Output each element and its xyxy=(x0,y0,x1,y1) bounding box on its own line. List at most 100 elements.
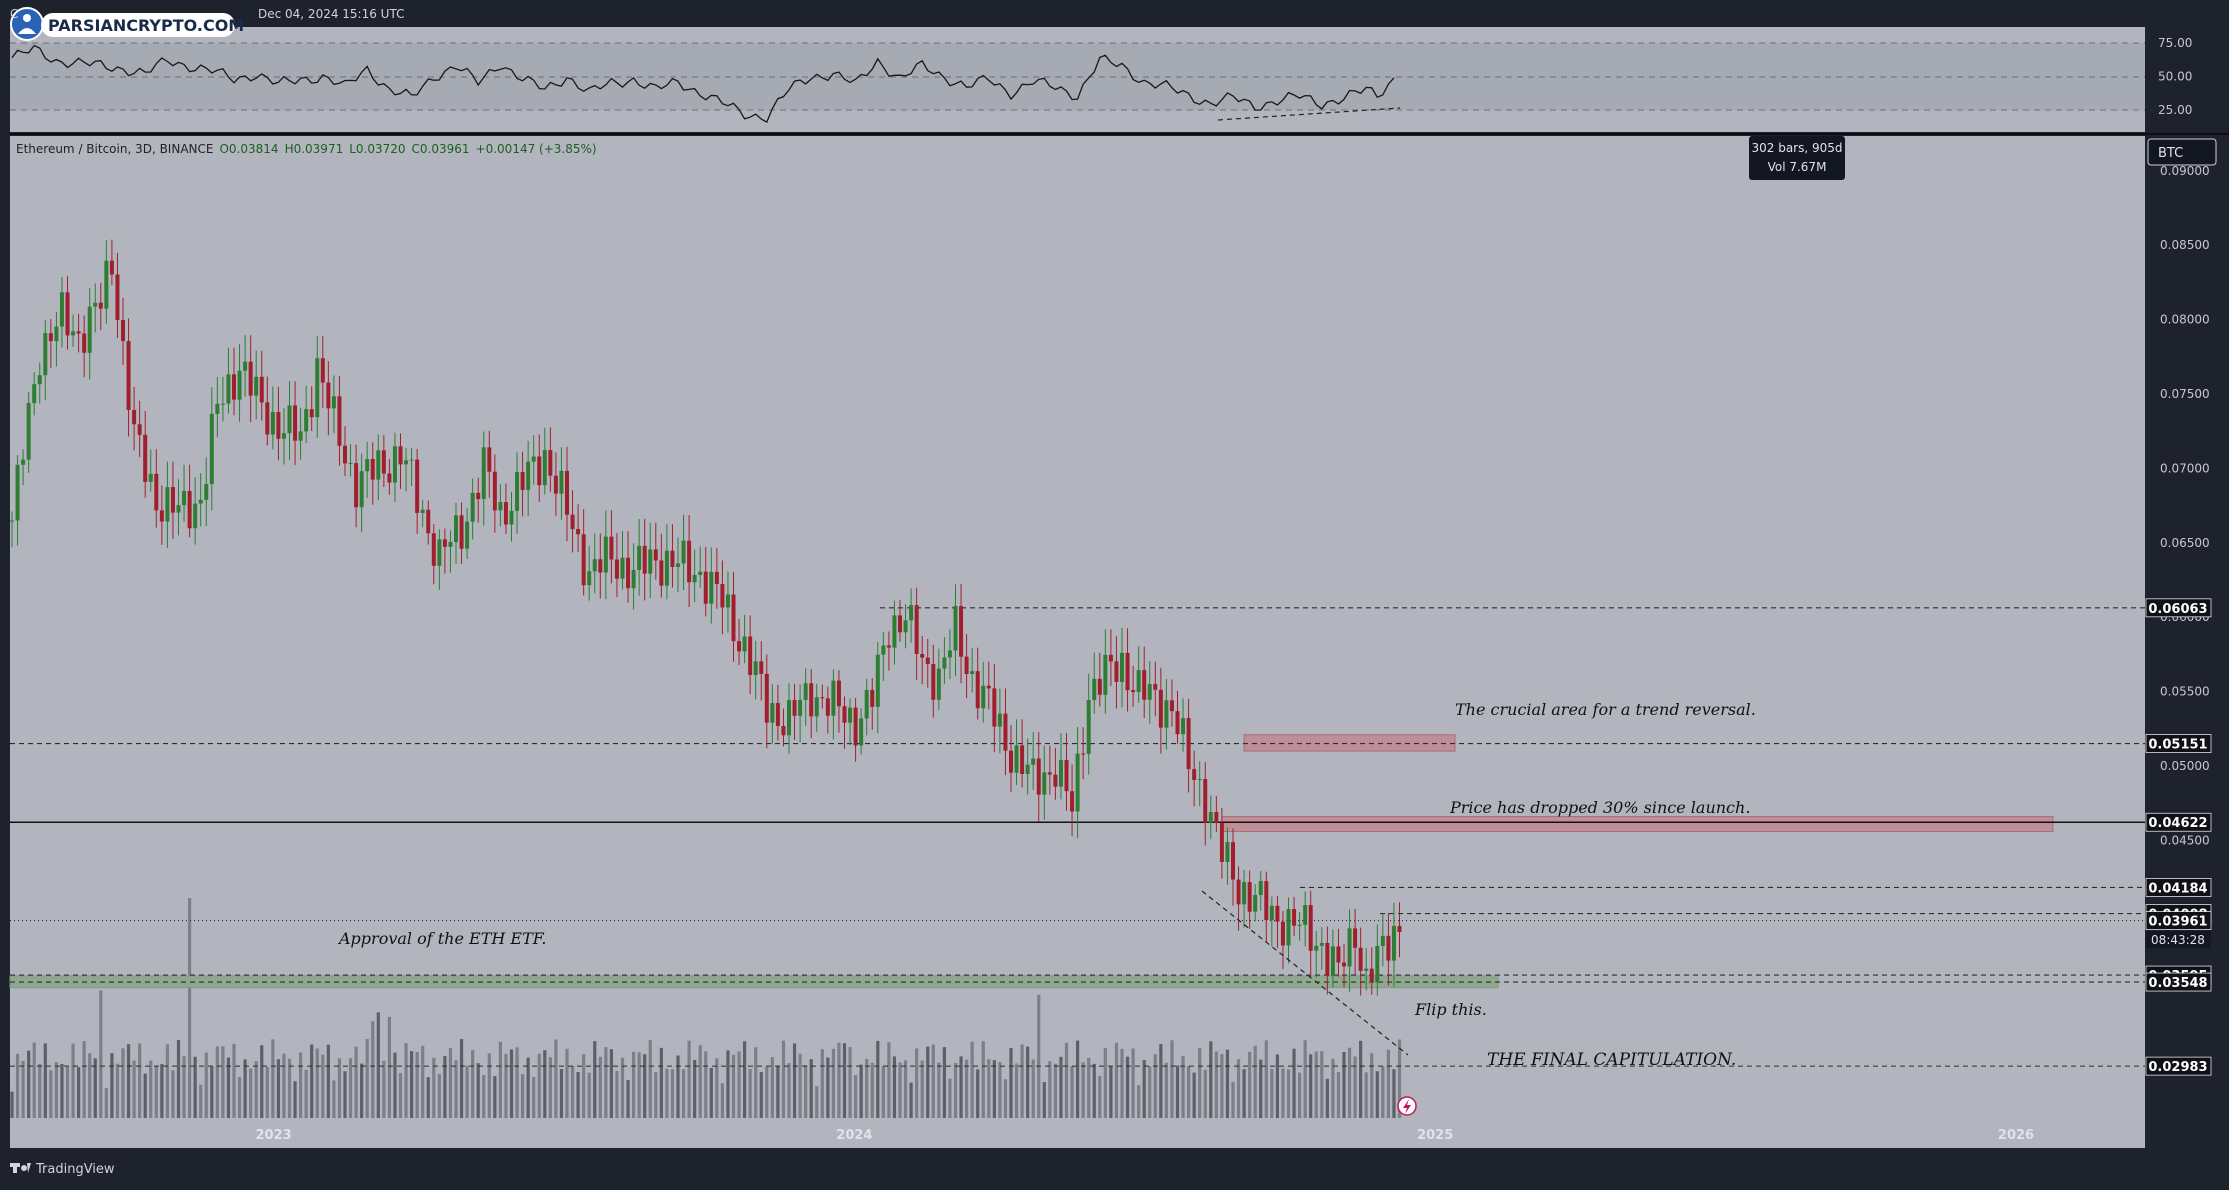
currency-label: BTC xyxy=(2158,146,2183,161)
watermark-text: PARSIANCRYPTO.COM xyxy=(48,16,244,35)
price-level-label: 0.03961 xyxy=(2148,915,2207,930)
volume-bar xyxy=(1053,1063,1057,1118)
price-tick-label: 0.05000 xyxy=(2160,759,2210,773)
candle-up xyxy=(220,403,225,405)
volume-bar xyxy=(1281,1068,1285,1118)
volume-bar xyxy=(410,1051,414,1118)
volume-bar xyxy=(21,1060,25,1118)
annotation-trend-reversal: The crucial area for a trend reversal. xyxy=(1455,700,1756,719)
volume-bar xyxy=(176,1040,181,1118)
volume-bar xyxy=(1064,1042,1069,1118)
candle-down xyxy=(309,409,314,418)
volume-bar xyxy=(138,1043,142,1118)
candle-up xyxy=(1208,812,1213,823)
volume-bar xyxy=(99,990,103,1118)
price-level-label: 0.04622 xyxy=(2148,816,2207,831)
annotation-launch-drop: Price has dropped 30% since launch. xyxy=(1449,798,1750,817)
volume-bar xyxy=(1214,1051,1218,1118)
time-tick-label: Nov xyxy=(745,1128,771,1143)
volume-bar xyxy=(337,1058,342,1118)
volume-bar xyxy=(332,1080,336,1118)
candle-up xyxy=(709,571,714,604)
price-pane[interactable] xyxy=(10,136,2145,1148)
volume-bar xyxy=(254,1061,258,1118)
currency-badge[interactable] xyxy=(2147,138,2217,166)
candle-up xyxy=(287,405,292,434)
candle-down xyxy=(259,376,264,403)
candle-up xyxy=(1375,946,1380,983)
candle-up xyxy=(631,569,636,589)
volume-bar xyxy=(909,1082,913,1118)
price-level-label: 0.05151 xyxy=(2148,738,2207,753)
candle-up xyxy=(1380,935,1385,947)
candle-up xyxy=(304,409,309,432)
candle-up xyxy=(1042,772,1047,795)
candle-up xyxy=(404,460,409,465)
candle-down xyxy=(925,657,930,665)
price-tick-label: 0.07000 xyxy=(2160,461,2210,475)
volume-bar xyxy=(1225,1049,1230,1118)
volume-bar xyxy=(1381,1066,1385,1118)
volume-bar xyxy=(360,1063,364,1118)
volume-bar xyxy=(1037,994,1041,1118)
time-tick-label: May xyxy=(1615,1128,1642,1143)
candle-up xyxy=(481,447,486,500)
candle-up xyxy=(1025,764,1030,774)
volume-bar xyxy=(82,1041,86,1118)
volume-bar xyxy=(165,1044,169,1118)
candle-up xyxy=(59,292,64,327)
price-tick-label: 0.06500 xyxy=(2160,536,2210,550)
volume-bar xyxy=(665,1068,669,1118)
volume-bar xyxy=(737,1051,741,1118)
volume-bar xyxy=(1370,1053,1374,1118)
candle-down xyxy=(476,492,481,500)
time-tick-label: Ma xyxy=(2103,1128,2122,1143)
price-level-label: 0.04184 xyxy=(2148,881,2207,896)
candle-up xyxy=(315,358,320,418)
candle-up xyxy=(376,450,381,480)
candle-down xyxy=(1264,880,1269,921)
price-tick-label: 0.08500 xyxy=(2160,238,2210,252)
volume-bar xyxy=(848,1047,852,1118)
candle-up xyxy=(21,459,26,465)
volume-bar xyxy=(1153,1054,1157,1118)
volume-bar xyxy=(915,1048,919,1118)
candle-up xyxy=(509,510,514,525)
candle-up xyxy=(1164,700,1169,728)
volume-bar xyxy=(1220,1054,1224,1118)
price-tick-label: 0.05500 xyxy=(2160,685,2210,699)
time-tick-label: Mar xyxy=(1520,1128,1545,1143)
volume-bar xyxy=(965,1059,969,1118)
candle-up xyxy=(1086,700,1091,754)
annotation-etf-approval: Approval of the ETH ETF. xyxy=(337,929,546,948)
candle-down xyxy=(642,545,647,574)
volume-bar xyxy=(1270,1068,1274,1118)
volume-bar xyxy=(243,1059,247,1118)
volume-bar xyxy=(1386,1049,1390,1118)
volume-bar xyxy=(1098,1075,1102,1118)
candle-down xyxy=(337,396,342,446)
volume-bar xyxy=(1275,1054,1279,1118)
candle-up xyxy=(15,464,20,521)
candles xyxy=(10,239,1402,996)
price-level-label: 0.06063 xyxy=(2148,602,2207,617)
candle-down xyxy=(775,703,780,727)
volume-bar xyxy=(398,1073,403,1118)
lightning-icon[interactable] xyxy=(1397,1096,1417,1116)
candle-down xyxy=(759,661,764,674)
candle-up xyxy=(365,458,370,472)
volume-bar xyxy=(559,1069,564,1118)
candle-down xyxy=(276,412,281,439)
volume-bar xyxy=(926,1046,930,1118)
volume-bar xyxy=(1131,1048,1135,1118)
candle-up xyxy=(1136,670,1141,693)
volume-bar xyxy=(1059,1056,1063,1118)
candle-down xyxy=(159,510,164,522)
volume-bar xyxy=(149,1060,153,1118)
volume-bar xyxy=(49,1070,53,1118)
candle-down xyxy=(842,706,847,723)
volume-bar xyxy=(404,1042,408,1118)
volume-bar xyxy=(93,1058,97,1118)
